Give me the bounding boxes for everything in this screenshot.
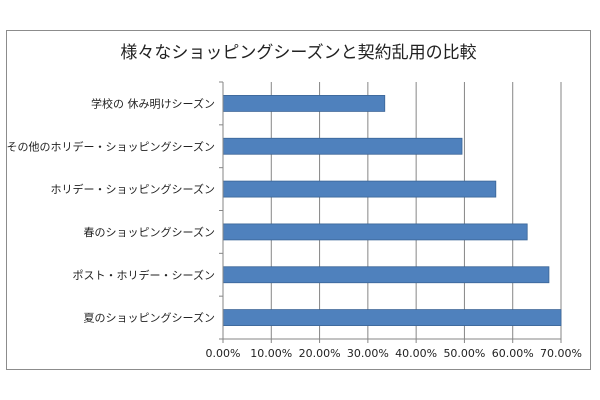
bar (222, 309, 562, 326)
x-tick-label: 70.00% (540, 347, 582, 360)
x-tick-label: 20.00% (299, 347, 341, 360)
x-tick-label: 10.00% (250, 347, 292, 360)
category-label: 夏のショッピングシーズン (84, 311, 215, 325)
bar (222, 266, 550, 284)
category-label: ポスト・ホリデー・シーズン (73, 268, 215, 282)
labels: 0.00% 10.00% 20.00% 30.00% 40.00% 50.00% 60.00… (7, 96, 582, 360)
x-tick-label: 60.00% (492, 347, 534, 360)
category-label: ホリデー・ショッピングシーズン (51, 182, 215, 196)
x-tick-label: 50.00% (443, 347, 485, 360)
bar (222, 95, 386, 112)
chart-title: 様々なショッピングシーズンと契約乱用の比較 (120, 43, 477, 63)
category-label: 学校の 休み明けシーズン (91, 96, 215, 110)
x-tick-label: 0.00% (206, 347, 241, 360)
x-tick-label: 30.00% (347, 347, 389, 360)
axes (219, 81, 562, 343)
category-label: 春のショッピングシーズン (84, 225, 215, 239)
bars (222, 95, 562, 326)
bar (222, 223, 528, 241)
bar (222, 180, 497, 198)
gridlines (270, 82, 562, 339)
x-tick-label: 40.00% (395, 347, 437, 360)
bar (222, 137, 463, 155)
category-label: その他のホリデー・ショッピングシーズン (7, 139, 215, 153)
